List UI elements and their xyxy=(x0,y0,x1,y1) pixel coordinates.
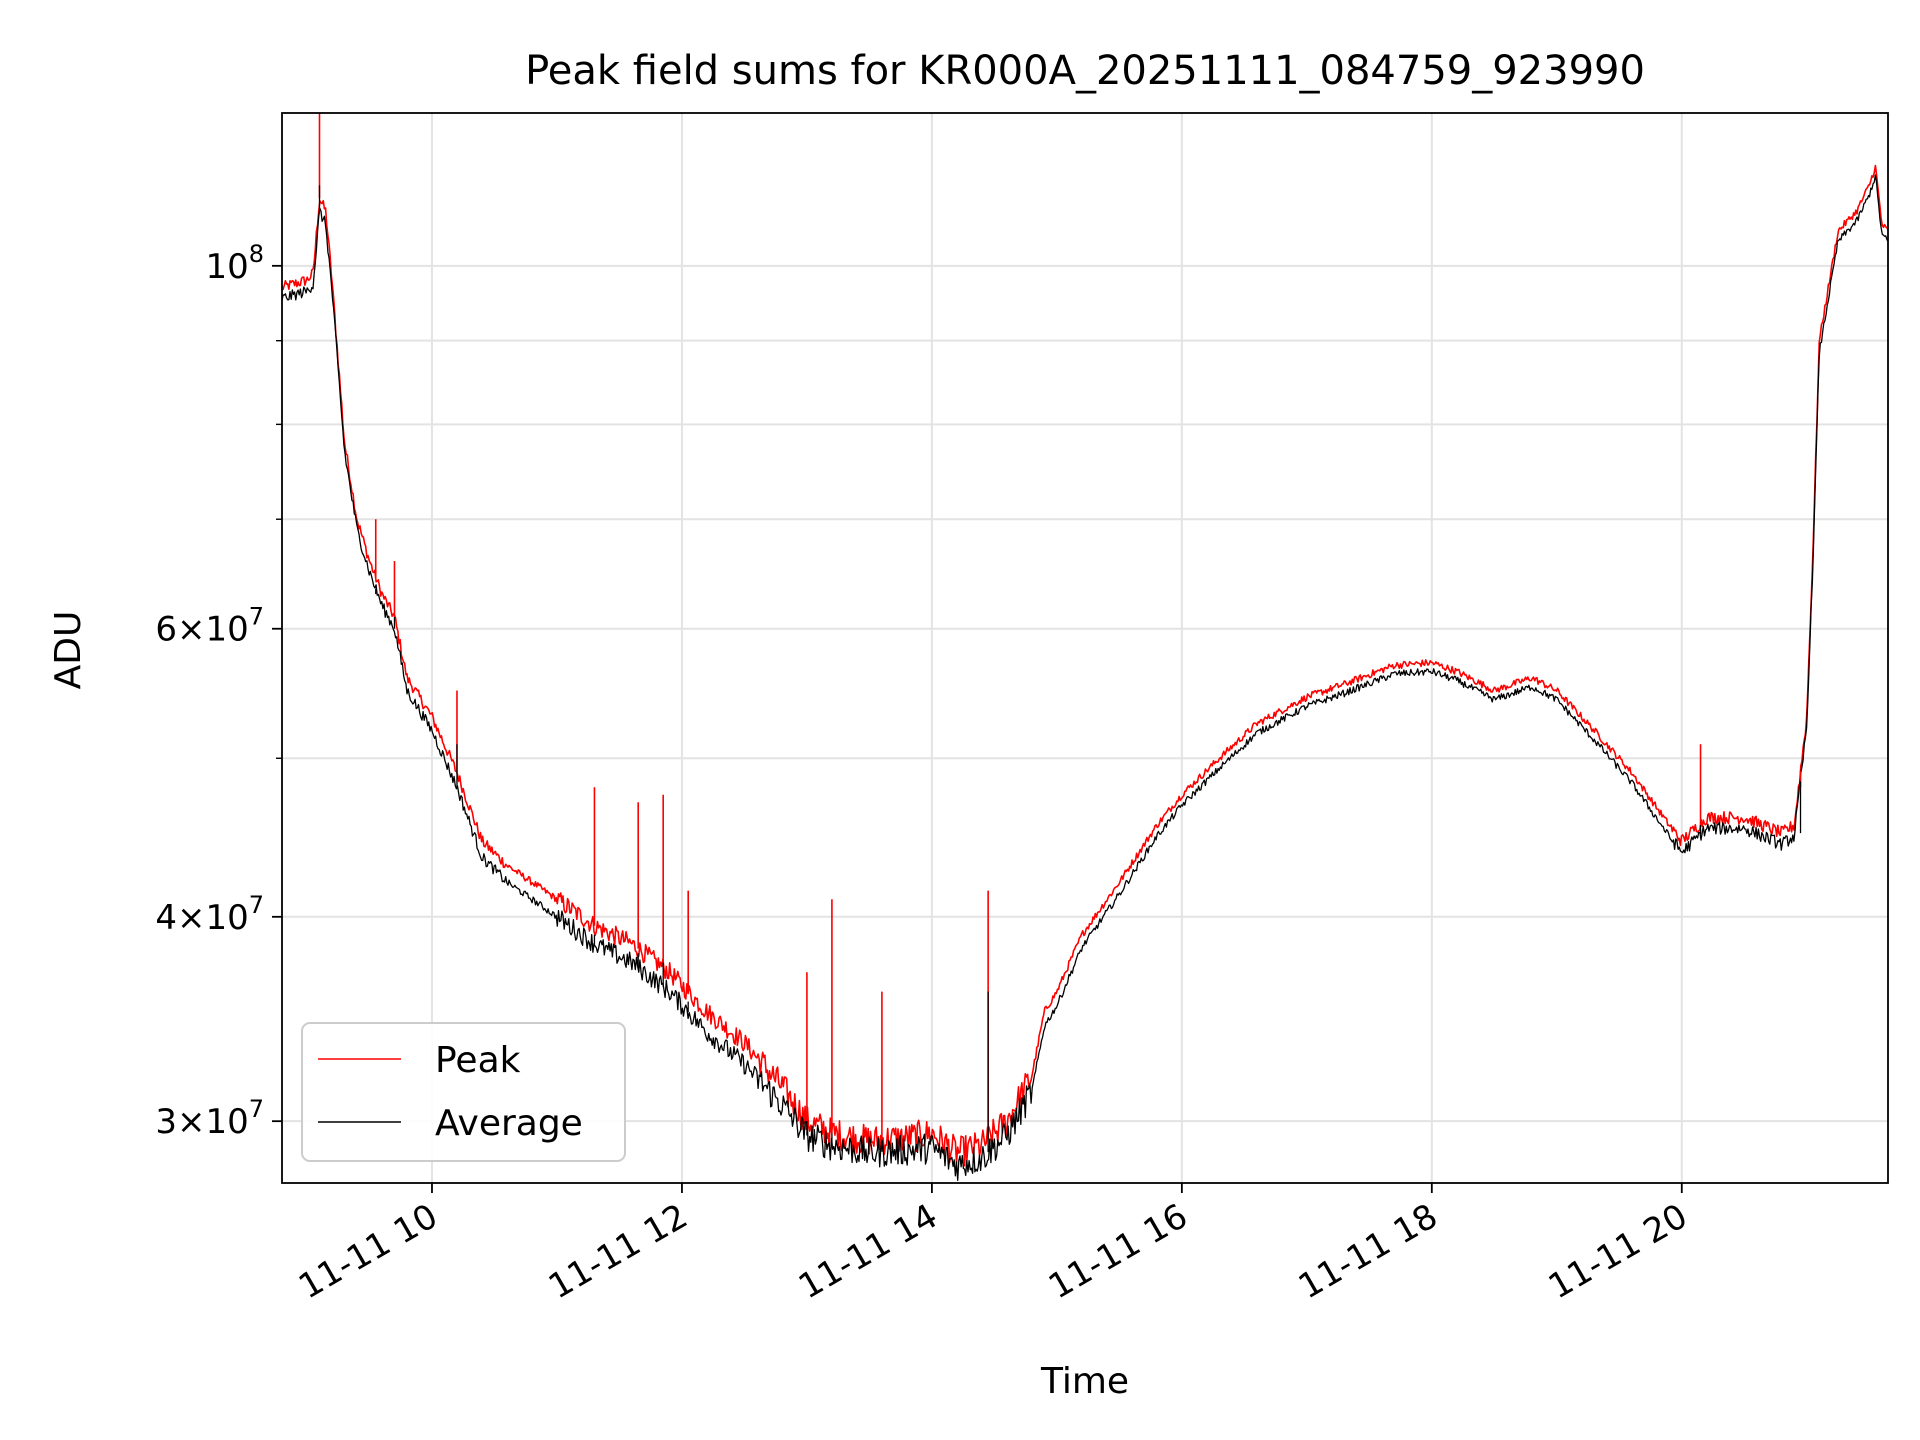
series-line-average xyxy=(281,174,1889,1181)
legend: Peak Average xyxy=(301,1022,626,1162)
y-tick-label: 4×107 xyxy=(155,891,264,938)
series-line-peak xyxy=(281,164,1889,1167)
legend-frame xyxy=(301,1022,626,1162)
y-tick-label: 108 xyxy=(205,240,264,287)
y-axis-label: ADU xyxy=(48,611,89,690)
chart-title: Peak field sums for KR000A_20251111_0847… xyxy=(525,48,1645,94)
plot-frame xyxy=(281,112,1889,1184)
legend-label-peak: Peak xyxy=(435,1040,521,1081)
y-tick-label: 3×107 xyxy=(155,1095,264,1142)
legend-label-average: Average xyxy=(435,1103,583,1144)
y-tick-label: 6×107 xyxy=(155,603,264,650)
series-layer xyxy=(281,113,1889,1181)
x-axis-label: Time xyxy=(1040,1361,1129,1402)
